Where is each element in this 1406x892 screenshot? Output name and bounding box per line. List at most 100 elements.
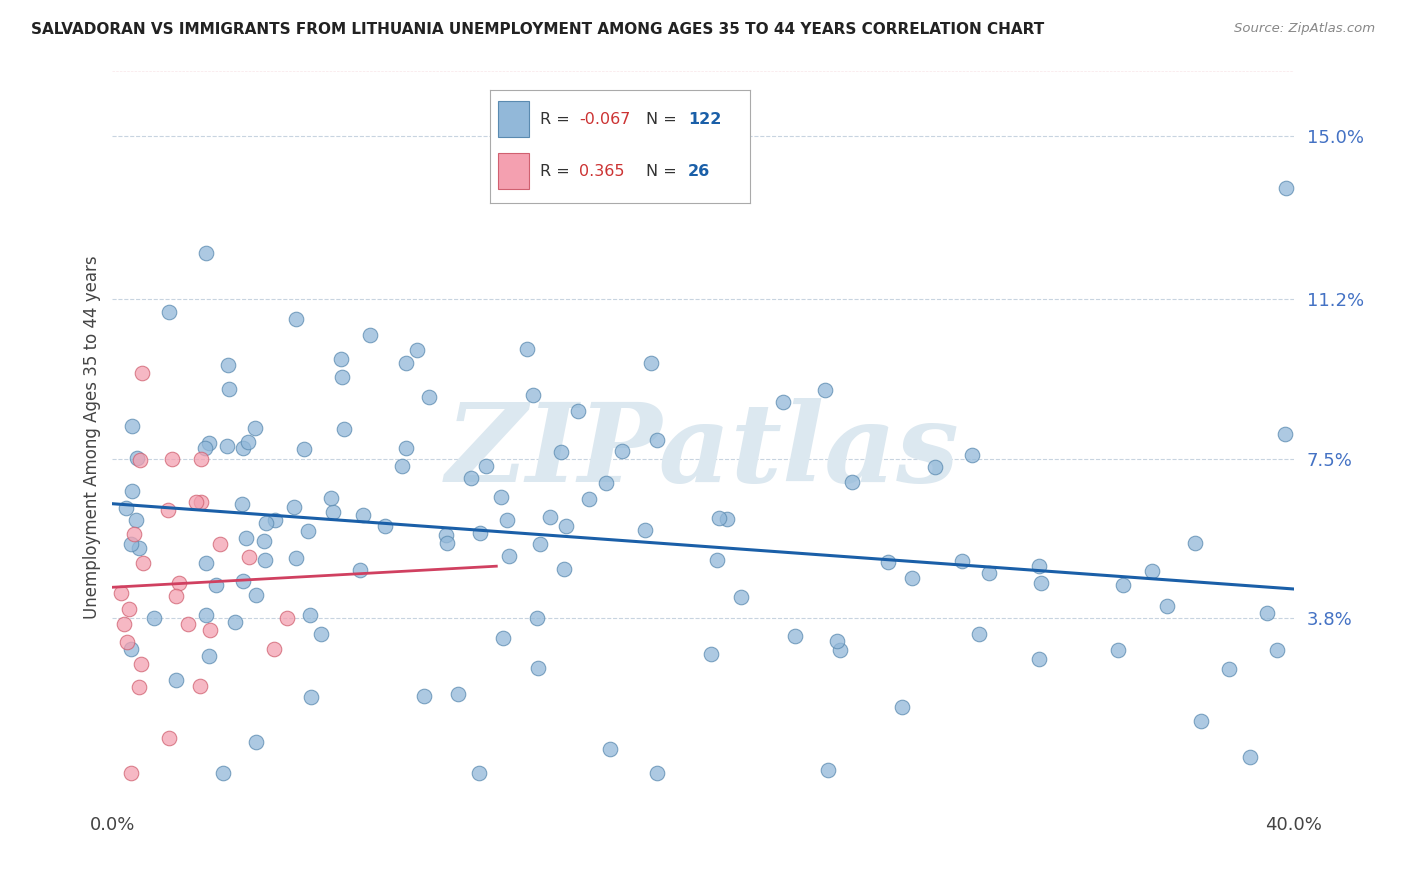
Point xyxy=(245,420,267,434)
Point xyxy=(217,439,239,453)
Point xyxy=(224,615,246,629)
Point xyxy=(200,623,222,637)
Point xyxy=(329,352,352,367)
Point xyxy=(1028,558,1050,573)
Point xyxy=(599,741,621,756)
Point xyxy=(1140,564,1163,578)
Point xyxy=(120,765,142,780)
Point xyxy=(129,453,152,467)
Point xyxy=(190,452,212,467)
Point xyxy=(211,765,233,780)
Point xyxy=(406,343,429,357)
Text: ZIPatlas: ZIPatlas xyxy=(446,398,960,506)
Point xyxy=(1156,599,1178,613)
Point xyxy=(143,611,166,625)
Point xyxy=(1184,535,1206,549)
Point xyxy=(876,555,898,569)
Point xyxy=(1256,606,1278,620)
Point xyxy=(194,556,217,570)
Point xyxy=(962,448,984,462)
Point xyxy=(297,524,319,538)
Point xyxy=(120,641,142,656)
Point xyxy=(218,382,240,396)
Point xyxy=(828,643,851,657)
Point xyxy=(1111,578,1133,592)
Point xyxy=(190,494,212,508)
Point xyxy=(263,642,285,657)
Point xyxy=(197,436,219,450)
Point xyxy=(825,633,848,648)
Point xyxy=(526,611,548,625)
Point xyxy=(121,483,143,498)
Point xyxy=(125,513,148,527)
Point xyxy=(522,388,544,402)
Point xyxy=(285,311,308,326)
Point xyxy=(814,383,837,397)
Point xyxy=(253,533,276,548)
Point xyxy=(634,523,657,537)
Point xyxy=(115,635,138,649)
Point xyxy=(125,451,148,466)
Point xyxy=(165,589,187,603)
Point xyxy=(263,513,285,527)
Point xyxy=(129,657,152,671)
Point xyxy=(184,494,207,508)
Point xyxy=(555,518,578,533)
Point xyxy=(700,647,723,661)
Point xyxy=(460,471,482,485)
Point xyxy=(394,356,416,370)
Point xyxy=(165,673,187,687)
Point xyxy=(578,492,600,507)
Point xyxy=(470,526,492,541)
Point xyxy=(198,649,221,664)
Point xyxy=(319,491,342,505)
Point xyxy=(772,395,794,409)
Point xyxy=(352,508,374,522)
Point xyxy=(217,359,239,373)
Point xyxy=(610,443,633,458)
Text: SALVADORAN VS IMMIGRANTS FROM LITHUANIA UNEMPLOYMENT AMONG AGES 35 TO 44 YEARS C: SALVADORAN VS IMMIGRANTS FROM LITHUANIA … xyxy=(31,22,1045,37)
Point xyxy=(253,553,276,567)
Point xyxy=(527,661,550,675)
Point xyxy=(349,564,371,578)
Point xyxy=(516,343,538,357)
Point xyxy=(550,445,572,459)
Point xyxy=(950,554,973,568)
Point xyxy=(496,513,519,527)
Point xyxy=(374,519,396,533)
Point xyxy=(595,475,617,490)
Point xyxy=(276,611,298,625)
Point xyxy=(284,550,307,565)
Point xyxy=(434,527,457,541)
Point xyxy=(498,549,520,563)
Point xyxy=(176,617,198,632)
Point xyxy=(1265,643,1288,657)
Point xyxy=(468,765,491,780)
Point xyxy=(254,516,277,530)
Point xyxy=(322,505,344,519)
Point xyxy=(538,509,561,524)
Point xyxy=(418,390,440,404)
Point xyxy=(783,629,806,643)
Point xyxy=(232,441,254,455)
Point xyxy=(359,328,381,343)
Point xyxy=(436,536,458,550)
Point xyxy=(967,627,990,641)
Point xyxy=(640,356,662,370)
Point xyxy=(716,512,738,526)
Point xyxy=(157,304,180,318)
Point xyxy=(817,764,839,778)
Point xyxy=(169,576,191,591)
Point xyxy=(118,601,141,615)
Point xyxy=(1028,652,1050,666)
Point xyxy=(901,571,924,585)
Point xyxy=(235,531,257,545)
Point xyxy=(194,245,217,260)
Point xyxy=(330,369,353,384)
Point xyxy=(132,556,155,570)
Point xyxy=(110,586,132,600)
Point xyxy=(1108,643,1130,657)
Point xyxy=(131,366,153,380)
Point xyxy=(645,433,668,447)
Point xyxy=(332,422,354,436)
